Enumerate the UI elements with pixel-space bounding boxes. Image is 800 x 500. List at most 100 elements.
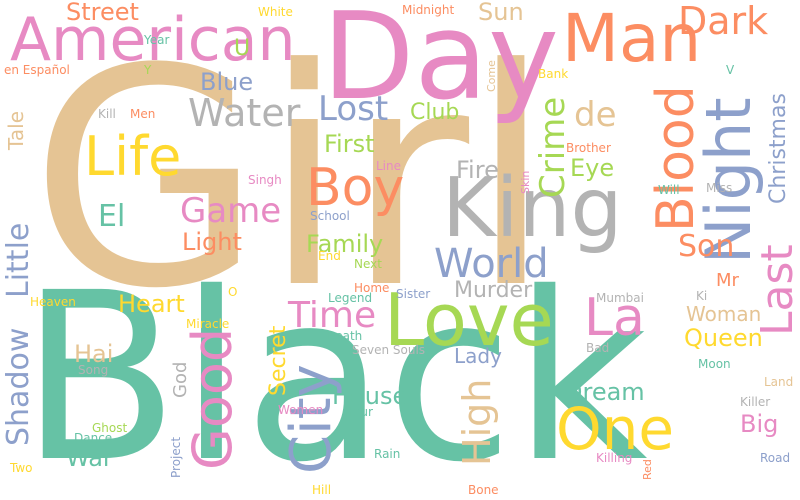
word-black: Black	[20, 243, 648, 500]
word-big: Big	[740, 410, 779, 438]
word-hour: Hour	[344, 405, 373, 419]
word-girl: Girl	[30, 5, 553, 354]
word-secret: Secret	[266, 325, 291, 396]
word-sun: Sun	[478, 0, 524, 26]
word-good: Good	[181, 327, 244, 470]
word-line: Line	[376, 159, 402, 173]
word-world: World	[434, 241, 549, 287]
word-death: Death	[326, 329, 363, 343]
word-come: Come	[485, 60, 498, 92]
word-bank: Bank	[538, 67, 569, 81]
word-family: Family	[306, 230, 384, 258]
word-street: Street	[66, 0, 139, 26]
word-man: Man	[562, 0, 702, 77]
word-crime: Crime	[533, 96, 573, 198]
word-v: V	[726, 63, 735, 77]
word-eye: Eye	[570, 154, 615, 182]
word-bone: Bone	[468, 483, 499, 497]
word-song: Song	[78, 363, 109, 377]
word-hill: Hill	[312, 483, 332, 497]
word-brother: Brother	[566, 141, 611, 155]
word-killer: Killer	[740, 395, 771, 409]
word-seven-souls: Seven Souls	[352, 343, 426, 357]
word-king: King	[442, 161, 623, 256]
word-mr: Mr	[716, 270, 739, 291]
word-men: Men	[130, 107, 156, 121]
word-red: Red	[641, 459, 654, 480]
word-shadow: Shadow	[1, 327, 36, 446]
word-next: Next	[354, 257, 382, 271]
word-fire: Fire	[456, 156, 499, 184]
word-will: Will	[658, 183, 680, 197]
word-high: High	[455, 378, 499, 466]
word-midnight: Midnight	[402, 3, 455, 17]
word-singh: Singh	[248, 173, 282, 187]
word-skin: Skin	[519, 170, 532, 194]
word-love: Love	[384, 278, 554, 362]
word-white: White	[258, 5, 293, 19]
word-killing: Killing	[596, 451, 633, 465]
word-last: Last	[752, 244, 800, 336]
word-en-espanol: en Español	[4, 63, 70, 77]
word-life: Life	[84, 125, 182, 188]
word-end: End	[318, 249, 341, 263]
word-dream: Dream	[564, 378, 645, 406]
word-murder: Murder	[454, 278, 533, 303]
word-god: God	[170, 361, 191, 398]
word-american: American	[10, 5, 296, 75]
word-el: El	[98, 199, 126, 234]
word-bad: Bad	[586, 341, 610, 355]
word-blood: Blood	[646, 85, 706, 232]
word-road: Road	[760, 451, 791, 465]
word-moon: Moon	[698, 357, 731, 371]
word-little: Little	[1, 222, 36, 298]
word-lost: Lost	[318, 89, 389, 129]
word-school: School	[310, 209, 350, 223]
word-u: U	[234, 36, 251, 61]
word-o: O	[228, 285, 238, 299]
word-women: Women	[278, 403, 324, 417]
word-heaven: Heaven	[30, 295, 76, 309]
word-boy: Boy	[306, 158, 405, 218]
word-kill: Kill	[98, 107, 116, 121]
word-christmas: Christmas	[766, 93, 791, 204]
word-blue: Blue	[200, 68, 254, 96]
word-rain: Rain	[374, 447, 401, 461]
word-year: Year	[144, 33, 170, 47]
word-project: Project	[169, 436, 183, 478]
word-dark: Dark	[678, 0, 769, 43]
word-light: Light	[182, 228, 242, 256]
word-one: One	[556, 395, 675, 463]
word-woman: Woman	[686, 302, 762, 326]
word-day: Day	[322, 0, 559, 127]
word-mumbai: Mumbai	[596, 291, 644, 305]
word-first: First	[324, 130, 375, 158]
word-la: La	[584, 288, 645, 348]
word-hai: Hai	[74, 340, 114, 368]
word-club: Club	[410, 100, 460, 125]
word-son: Son	[678, 229, 735, 264]
word-time: Time	[288, 295, 377, 336]
word-land: Land	[764, 375, 794, 389]
word-two: Two	[10, 461, 33, 475]
word-sister: Sister	[396, 287, 431, 301]
word-water: Water	[188, 91, 301, 135]
word-game: Game	[180, 191, 282, 231]
word-house: House	[332, 382, 408, 410]
word-miss: Miss	[706, 181, 733, 195]
word-legend: Legend	[328, 291, 373, 305]
word-queen: Queen	[684, 324, 763, 352]
word-ki: Ki	[696, 289, 708, 303]
word-home: Home	[354, 281, 390, 295]
word-city: City	[279, 364, 344, 474]
word-dance: Dance	[74, 431, 113, 445]
word-miracle: Miracle	[186, 317, 230, 331]
word-war: War	[66, 444, 113, 472]
word-tale: Tale	[4, 110, 28, 150]
word-lady: Lady	[454, 344, 502, 368]
word-ghost: Ghost	[92, 421, 128, 435]
word-y: Y	[144, 63, 152, 77]
word-heart: Heart	[118, 290, 185, 318]
word-de: de	[574, 95, 617, 135]
